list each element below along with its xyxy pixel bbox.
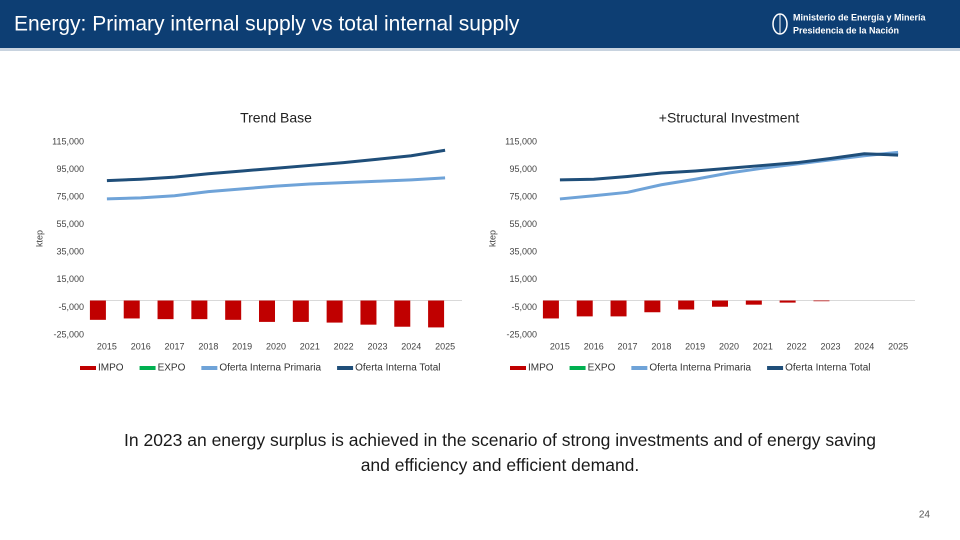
- legend-label: Oferta Interna Primaria: [219, 363, 321, 374]
- bar: [225, 300, 242, 320]
- y-axis-label: ktep: [34, 230, 44, 247]
- line: [106, 176, 446, 201]
- bar: [259, 300, 275, 322]
- bar: [779, 300, 796, 303]
- legend-label: Oferta Interna Total: [355, 363, 440, 374]
- bar: [576, 300, 593, 317]
- x-tick-label: 2023: [820, 341, 840, 351]
- logo-line: Presidencia de la Nación: [793, 25, 899, 35]
- x-tick-label: 2019: [685, 341, 705, 351]
- bar: [394, 300, 411, 327]
- x-tick-label: 2018: [651, 341, 671, 351]
- y-tick-label: -25,000: [506, 329, 537, 339]
- legend-label: Oferta Interna Total: [785, 363, 870, 374]
- legend-label: IMPO: [528, 363, 554, 374]
- logo-line: Ministerio de Energía y Minería: [793, 12, 927, 22]
- header-title: Energy: Primary internal supply vs total…: [14, 13, 520, 36]
- x-tick-label: 2015: [550, 341, 570, 351]
- x-tick-label: 2017: [618, 341, 638, 351]
- caption: In 2023 an energy surplus is achieved in…: [124, 430, 876, 475]
- legend-label: IMPO: [98, 363, 124, 374]
- bar: [360, 300, 377, 325]
- bar: [542, 300, 559, 319]
- bar: [678, 300, 695, 310]
- bar: [745, 300, 762, 305]
- y-tick-label: 35,000: [509, 247, 537, 257]
- bar: [123, 300, 140, 319]
- caption-box: In 2023 an energy surplus is achieved in…: [124, 430, 876, 475]
- y-tick-label: 95,000: [509, 164, 537, 174]
- y-tick-label: 95,000: [56, 164, 84, 174]
- legend-label: EXPO: [588, 363, 616, 374]
- x-tick-label: 2023: [367, 341, 387, 351]
- line: [106, 148, 446, 183]
- chart-title: +Structural Investment: [659, 110, 800, 126]
- bar: [610, 300, 627, 317]
- legend-label: EXPO: [158, 363, 186, 374]
- chart-title: Trend Base: [240, 110, 312, 126]
- bar: [644, 300, 661, 313]
- y-tick-label: 55,000: [509, 219, 537, 229]
- x-tick-label: 2020: [719, 341, 739, 351]
- x-tick-label: 2018: [198, 341, 218, 351]
- y-tick-label: 15,000: [56, 274, 84, 284]
- x-tick-label: 2017: [165, 341, 185, 351]
- x-tick-label: 2019: [232, 341, 252, 351]
- y-tick-label: 75,000: [56, 192, 84, 202]
- x-tick-label: 2016: [584, 341, 604, 351]
- bar: [428, 300, 445, 328]
- y-tick-label: -5,000: [511, 302, 537, 312]
- page-number: 24: [919, 510, 931, 521]
- y-tick-label: 115,000: [52, 136, 84, 146]
- y-tick-label: 35,000: [56, 247, 84, 257]
- x-tick-label: 2016: [131, 341, 151, 351]
- y-tick-label: -25,000: [53, 329, 84, 339]
- line: [559, 152, 899, 182]
- x-tick-label: 2021: [753, 341, 773, 351]
- bar: [292, 300, 309, 322]
- bar: [157, 300, 174, 320]
- y-tick-label: 75,000: [509, 192, 537, 202]
- y-tick-label: 115,000: [505, 136, 537, 146]
- x-tick-label: 2015: [97, 341, 117, 351]
- y-axis-label: ktep: [487, 230, 497, 247]
- bar: [191, 300, 208, 320]
- x-tick-label: 2025: [435, 341, 455, 351]
- header-band: [0, 0, 960, 48]
- y-tick-label: -5,000: [58, 302, 84, 312]
- x-tick-label: 2020: [266, 341, 286, 351]
- bar: [813, 300, 830, 302]
- bar: [712, 300, 728, 307]
- x-tick-label: 2022: [334, 341, 354, 351]
- y-tick-label: 15,000: [509, 274, 537, 284]
- y-tick-label: 55,000: [56, 219, 84, 229]
- logo-crest: [772, 13, 788, 35]
- line: [559, 150, 899, 201]
- bar: [89, 300, 106, 320]
- x-tick-label: 2021: [300, 341, 320, 351]
- x-tick-label: 2022: [787, 341, 807, 351]
- x-tick-label: 2024: [401, 341, 421, 351]
- x-tick-label: 2024: [854, 341, 874, 351]
- header-rule: [0, 48, 960, 51]
- legend-label: Oferta Interna Primaria: [649, 363, 751, 374]
- bar: [326, 300, 343, 323]
- x-tick-label: 2025: [888, 341, 908, 351]
